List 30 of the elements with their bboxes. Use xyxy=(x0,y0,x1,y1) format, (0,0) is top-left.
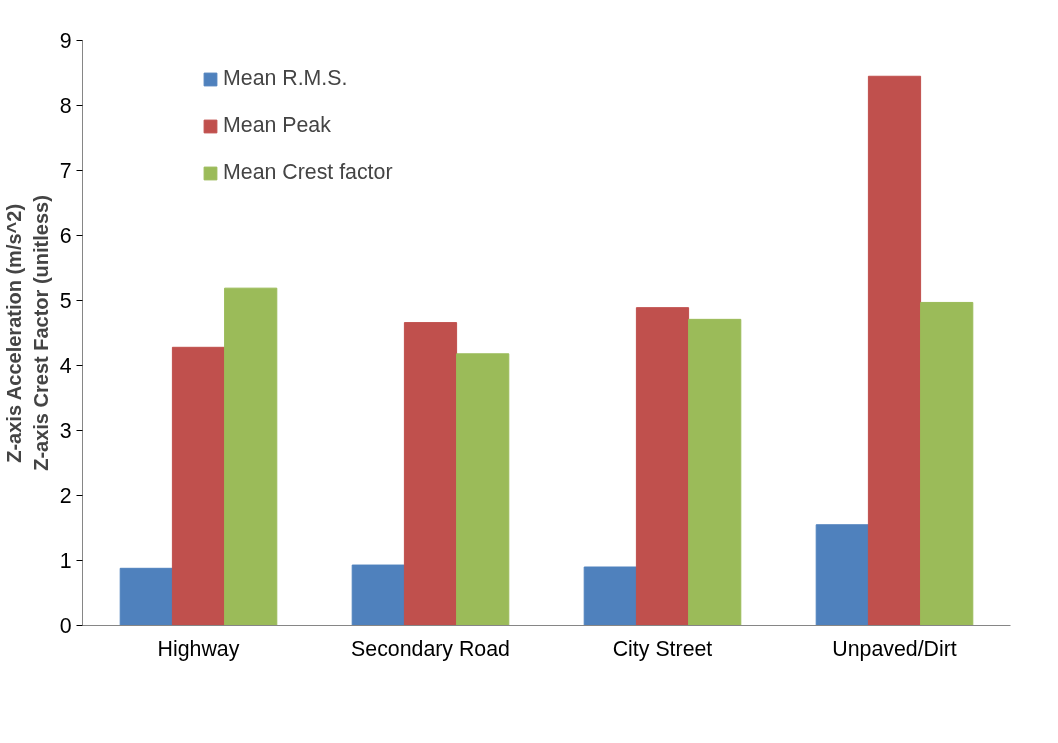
y-tick-label: 2 xyxy=(59,484,72,508)
bar xyxy=(171,346,226,626)
y-tick-label: 6 xyxy=(59,224,72,248)
bar xyxy=(403,322,458,626)
bar xyxy=(119,567,173,626)
legend-label: Mean Peak xyxy=(223,113,331,138)
bar xyxy=(583,566,637,626)
bar xyxy=(867,75,922,626)
x-tick-label: Highway xyxy=(157,636,240,661)
bar xyxy=(351,564,405,626)
bar xyxy=(456,353,510,626)
legend-label: Mean R.M.S. xyxy=(223,66,348,91)
y-tick-label: 0 xyxy=(59,614,72,638)
x-tick-label: Secondary Road xyxy=(351,636,510,661)
y-tick-label: 1 xyxy=(59,549,72,573)
bar xyxy=(688,318,742,626)
bar xyxy=(224,287,278,626)
y-tick-label: 4 xyxy=(59,354,72,378)
y-tick-label: 8 xyxy=(59,94,72,118)
x-tick-label: Unpaved/Dirt xyxy=(832,636,957,661)
y-tick-label: 9 xyxy=(59,29,72,53)
bar xyxy=(815,524,869,626)
y-tick-label: 5 xyxy=(59,289,72,313)
y-tick-label: 3 xyxy=(59,419,72,443)
x-tick-label: City Street xyxy=(612,636,713,661)
y-tick-label: 7 xyxy=(59,159,72,183)
bar xyxy=(635,307,690,626)
legend-label: Mean Crest factor xyxy=(223,160,393,185)
bar xyxy=(920,301,974,626)
y-axis-title: Z-axis Acceleration (m/s^2) Z-axis Crest Factor (unitless) xyxy=(3,195,52,471)
